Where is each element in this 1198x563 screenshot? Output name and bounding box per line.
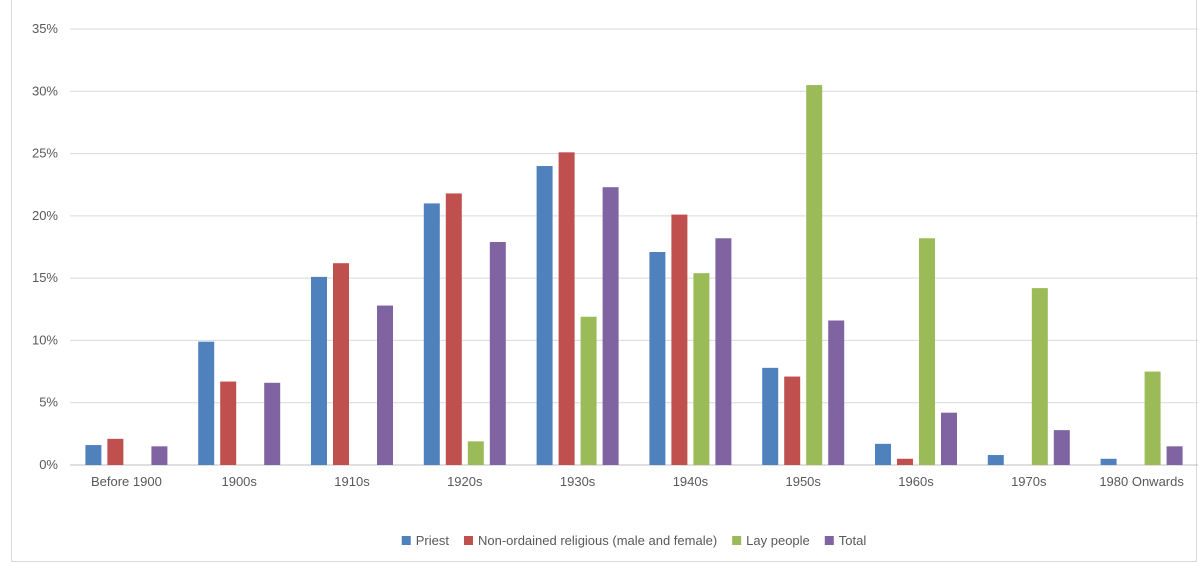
x-tick-label: 1960s	[898, 474, 934, 489]
y-tick-label: 15%	[32, 270, 58, 285]
bar-4-2	[580, 316, 597, 465]
x-tick-label: 1970s	[1011, 474, 1047, 489]
bar-8-3	[1053, 430, 1070, 465]
bar-6-2	[806, 85, 823, 466]
x-tick-label: 1980 Onwards	[1099, 474, 1184, 489]
bars	[85, 85, 1183, 466]
bar-5-2	[693, 273, 710, 465]
legend-item: Total	[824, 533, 867, 548]
bar-9-3	[1166, 446, 1183, 465]
y-tick-label: 25%	[32, 146, 58, 161]
x-tick-label: 1950s	[785, 474, 821, 489]
x-tick-label: Before 1900	[91, 474, 162, 489]
y-tick-label: 35%	[32, 21, 58, 36]
bar-6-0	[762, 367, 779, 465]
x-axis-ticks: Before 1900 1900s 1910s 1920s 1930s 1940s 1950…	[91, 474, 1184, 489]
bar-0-1	[107, 438, 124, 465]
bar-1-3	[264, 382, 281, 465]
legend-item: Priest	[401, 533, 450, 548]
bar-2-1	[333, 263, 349, 465]
legend-label: Non-ordained religious (male and female)	[478, 533, 717, 548]
gridlines	[70, 28, 1198, 466]
legend-label: Lay people	[746, 533, 810, 548]
bar-8-2	[1031, 288, 1048, 465]
bar-5-3	[715, 238, 732, 465]
legend-label: Total	[839, 533, 867, 548]
bar-7-1	[897, 458, 913, 465]
bar-4-1	[558, 152, 575, 465]
bar-4-3	[602, 187, 619, 465]
x-tick-label: 1920s	[447, 474, 483, 489]
x-tick-label: 1940s	[673, 474, 709, 489]
legend-swatch	[732, 536, 742, 545]
bar-8-0	[987, 455, 1004, 465]
y-tick-label: 5%	[39, 395, 58, 410]
bar-4-0	[536, 166, 553, 465]
y-tick-label: 30%	[32, 83, 58, 98]
bar-3-3	[489, 242, 506, 465]
bar-7-3	[941, 412, 957, 465]
legend-item: Lay people	[732, 533, 810, 548]
bar-3-1	[445, 193, 462, 466]
legend-item: Non-ordained religious (male and female)	[463, 533, 717, 548]
bar-1-0	[198, 341, 215, 465]
bar-7-0	[875, 443, 891, 465]
bar-3-2	[467, 441, 484, 465]
bar-5-1	[671, 214, 688, 465]
bar-5-0	[649, 251, 666, 465]
bar-6-3	[828, 320, 845, 465]
y-tick-label: 0%	[39, 457, 58, 472]
bar-0-0	[85, 445, 102, 465]
y-axis-ticks: 0% 5% 10% 15% 20% 25% 30% 35%	[32, 21, 58, 472]
legend-swatch	[463, 536, 473, 545]
legend: Priest Non-ordained religious (male and f…	[401, 533, 867, 548]
bar-3-0	[423, 203, 440, 465]
x-tick-label: 1930s	[560, 474, 596, 489]
bar-9-0	[1100, 458, 1117, 465]
legend-swatch	[824, 536, 834, 545]
legend-label: Priest	[416, 533, 450, 548]
x-tick-label: 1910s	[334, 474, 370, 489]
bar-2-0	[311, 276, 327, 465]
x-tick-label: 1900s	[221, 474, 257, 489]
bar-0-3	[151, 446, 168, 465]
y-tick-label: 20%	[32, 208, 58, 223]
bar-1-1	[220, 381, 237, 465]
bar-2-3	[377, 305, 393, 465]
y-tick-label: 10%	[32, 332, 58, 347]
bar-6-1	[784, 376, 801, 465]
bar-9-2	[1144, 371, 1161, 465]
legend-swatch	[401, 536, 411, 545]
bar-7-2	[919, 238, 935, 465]
